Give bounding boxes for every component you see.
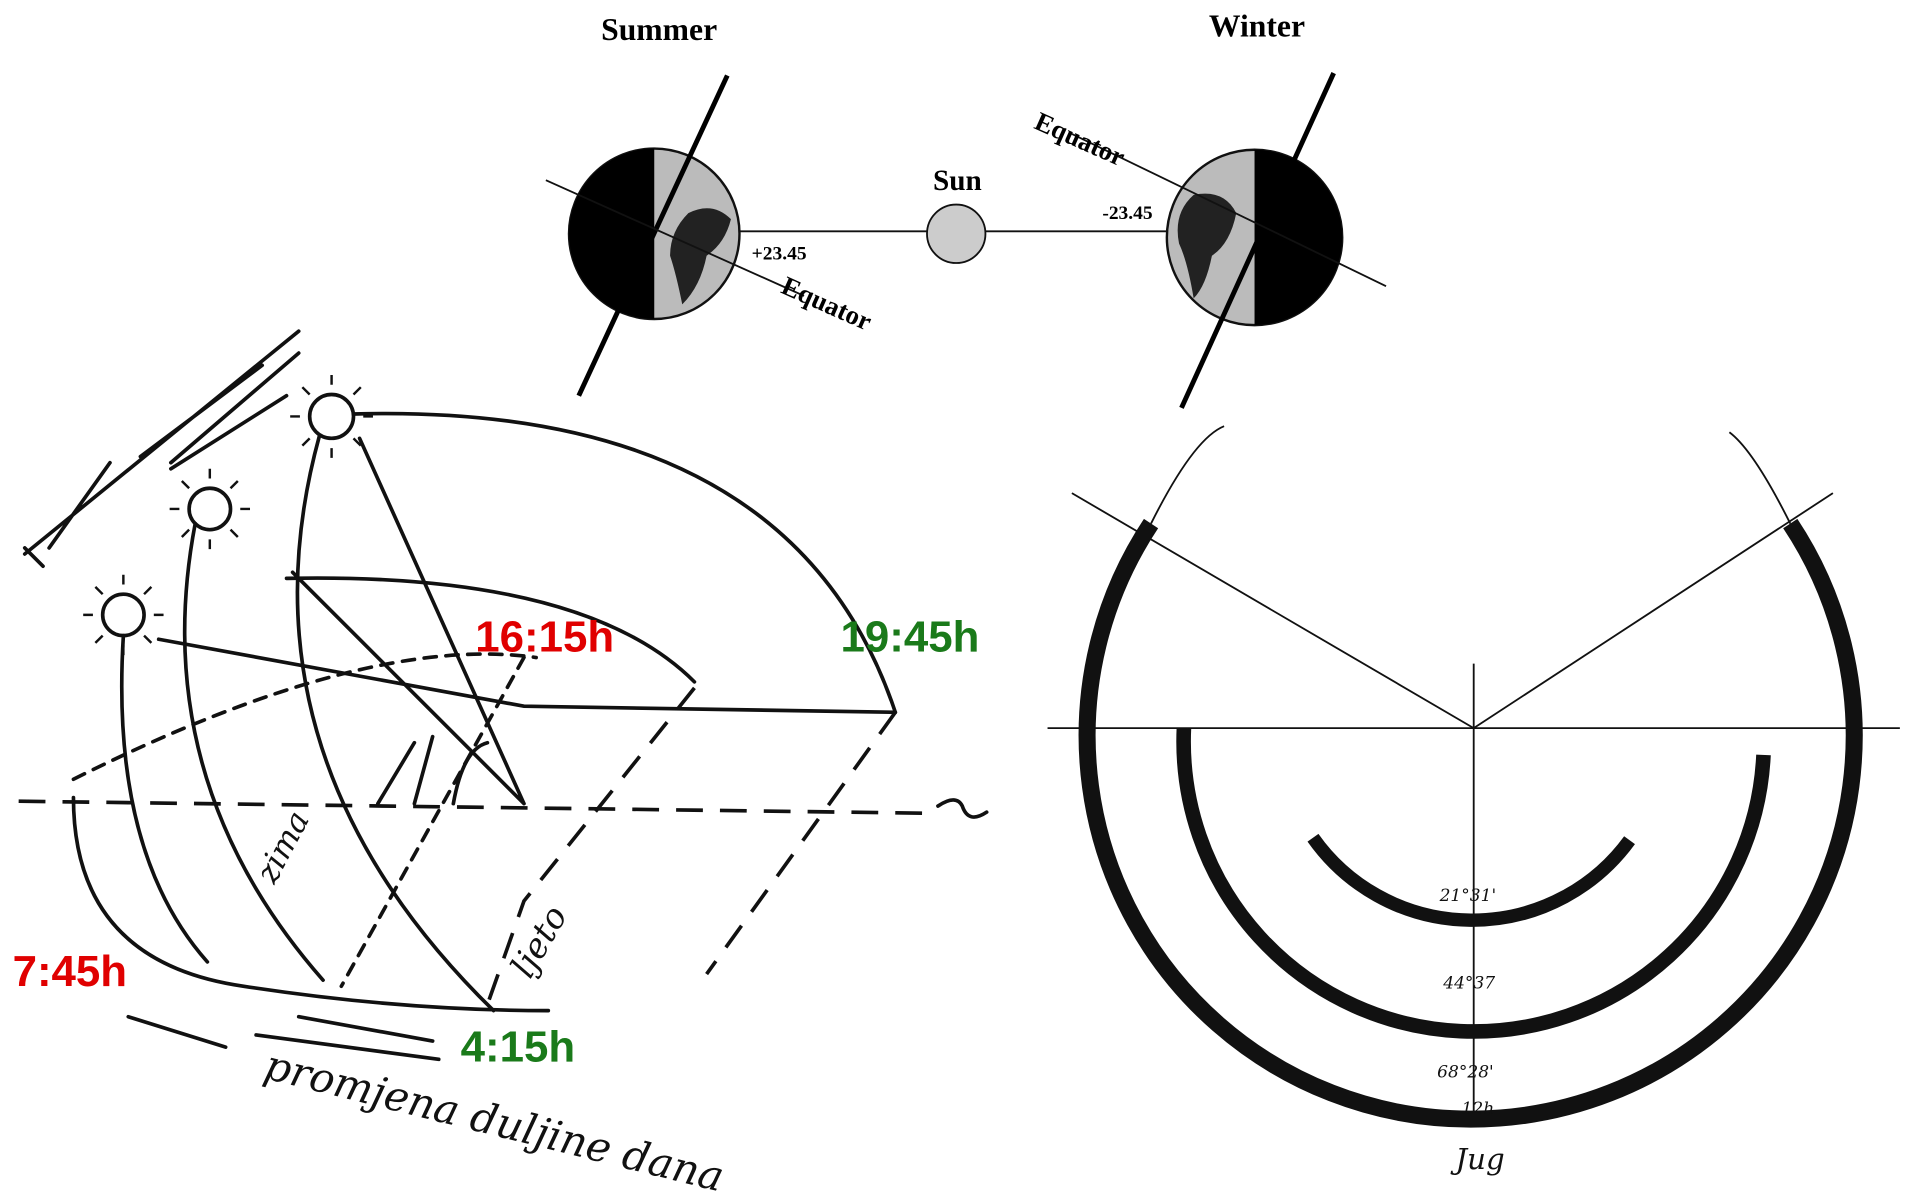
continent [670,208,731,305]
angle-marks [376,734,490,806]
night-side [569,148,655,320]
label: Jug [1450,1142,1504,1176]
projection [71,652,538,989]
label: Summer [601,12,717,47]
projection [485,686,897,1006]
middle-arc [1176,727,1771,1039]
sun [926,203,987,264]
time-label: 4:15h [461,1023,575,1072]
axis [576,74,730,397]
label: 12h [1462,1099,1495,1119]
label: Equator [1030,106,1129,172]
label: ljeto [503,899,576,985]
equator-line [1071,133,1387,287]
axis-line [1071,492,1475,729]
label: Sun [933,165,982,197]
label: zima [249,805,317,890]
inner-arc [1307,833,1635,927]
axis-line [1150,425,1792,524]
sun-path-sketch: zima ljeto promjena duljine dana 16:15h … [13,329,989,1201]
night-side [1254,149,1343,326]
sun-rays [83,375,373,656]
sun-icon [100,592,146,638]
axis [1179,72,1336,409]
label: Equator [777,270,876,336]
label: 21°31' [1439,886,1497,906]
sundial: Jug 68°28' 44°37 21°31' 12h [1047,425,1900,1176]
axis-line [1473,492,1834,729]
sun-arc [351,411,898,715]
sun-icon [307,392,356,441]
sun-arc [284,576,697,684]
label: Winter [1209,9,1305,44]
time-label: 19:45h [841,612,980,661]
horizon [18,799,938,816]
ray [290,436,526,806]
label: -23.45 [1102,203,1153,224]
outer-arc [1078,518,1863,1128]
sun-icon [187,486,233,532]
season-diagram: Summer Winter Sun +23.45 -23.45 Equator … [545,9,1387,409]
label: 44°37 [1442,974,1495,994]
time-label: 7:45h [13,947,128,996]
time-label: 16:15h [475,612,614,661]
arrows [126,1014,441,1062]
ray [156,637,898,715]
continent [1177,193,1237,299]
sun-arc [295,434,496,1013]
ground-arc [71,795,551,1013]
sun-arc [119,633,210,964]
label: 68°28' [1437,1063,1494,1083]
sun-arc [182,521,325,983]
equator-line [545,179,805,297]
symbol [936,798,989,819]
label: +23.45 [752,243,807,264]
arrows [22,329,301,569]
